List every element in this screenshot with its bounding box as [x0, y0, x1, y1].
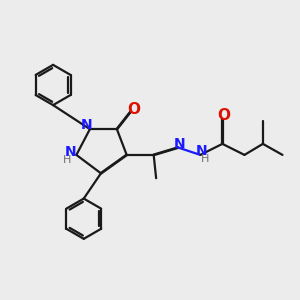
Text: H: H: [63, 155, 71, 165]
Text: N: N: [174, 137, 185, 151]
Text: O: O: [127, 101, 140, 116]
Text: N: N: [64, 146, 76, 160]
Text: N: N: [81, 118, 93, 133]
Text: H: H: [201, 154, 209, 164]
Text: N: N: [196, 144, 207, 158]
Text: O: O: [217, 108, 230, 123]
